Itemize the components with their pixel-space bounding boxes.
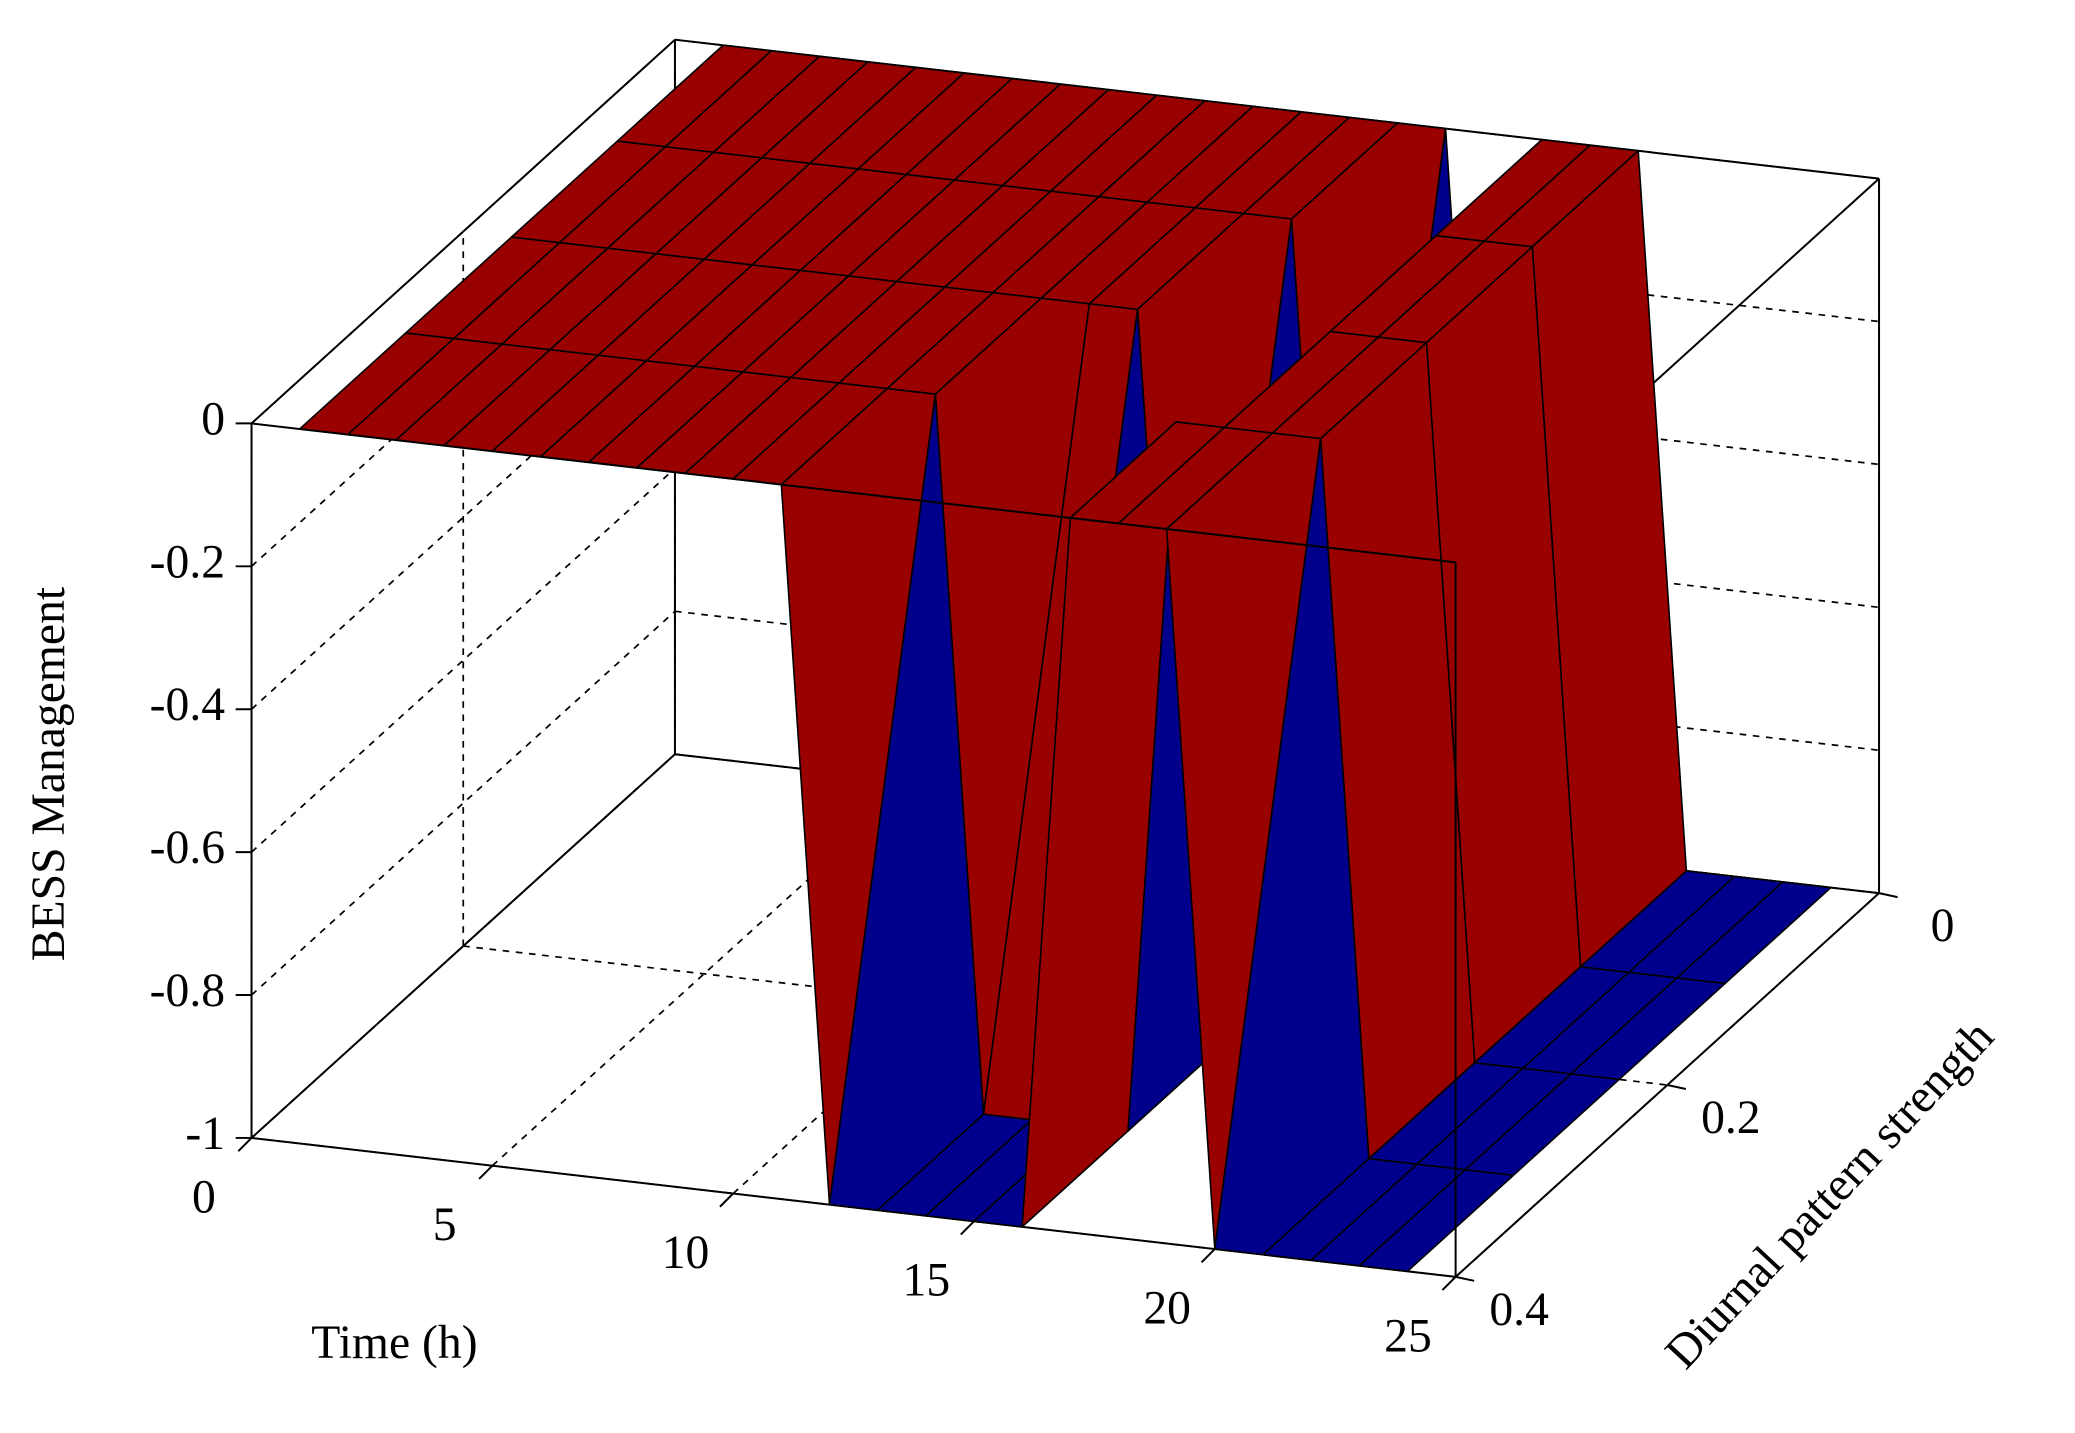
x-tick-label: 20 [1143,1283,1191,1335]
y-tick-label: 0.2 [1701,1092,1761,1144]
x-tick [719,1192,734,1208]
y-tick [1878,892,1898,899]
box-edge [251,422,1456,564]
box-edge [250,753,676,1139]
grid-line [250,610,676,996]
x-tick [478,1165,494,1180]
z-axis-label: BESS Management [23,587,75,961]
box-edge [250,38,676,425]
z-tick-label: 0 [201,393,225,445]
x-tick-label: 5 [433,1199,457,1251]
y-tick-label: 0.4 [1489,1284,1549,1336]
y-axis-label: Diurnal pattern strength [1656,1010,2004,1378]
grid-line [732,809,1158,1195]
y-tick [1667,1084,1687,1090]
grid-line [250,181,676,567]
z-tick-label: -0.8 [150,965,225,1017]
grid-line [491,781,917,1167]
z-tick-label: -0.4 [150,679,226,731]
x-axis-label: Time (h) [311,1317,477,1369]
z-tick-label: -1 [185,1108,225,1160]
x-tick [237,1137,253,1152]
y-tick-label: 0 [1931,900,1955,952]
grid-line [250,324,676,710]
y-tick [1455,1275,1475,1282]
x-tick [1441,1276,1457,1291]
x-tick [960,1220,975,1236]
x-tick-label: 10 [662,1227,710,1279]
x-tick-label: 25 [1384,1310,1432,1362]
x-tick-label: 0 [192,1171,216,1223]
z-tick-label: -0.2 [150,536,225,588]
x-tick [1200,1248,1216,1264]
surface-patch [1358,1169,1515,1273]
grid-line [250,467,676,853]
z-tick-label: -0.6 [150,822,225,874]
x-tick-label: 15 [903,1255,951,1307]
